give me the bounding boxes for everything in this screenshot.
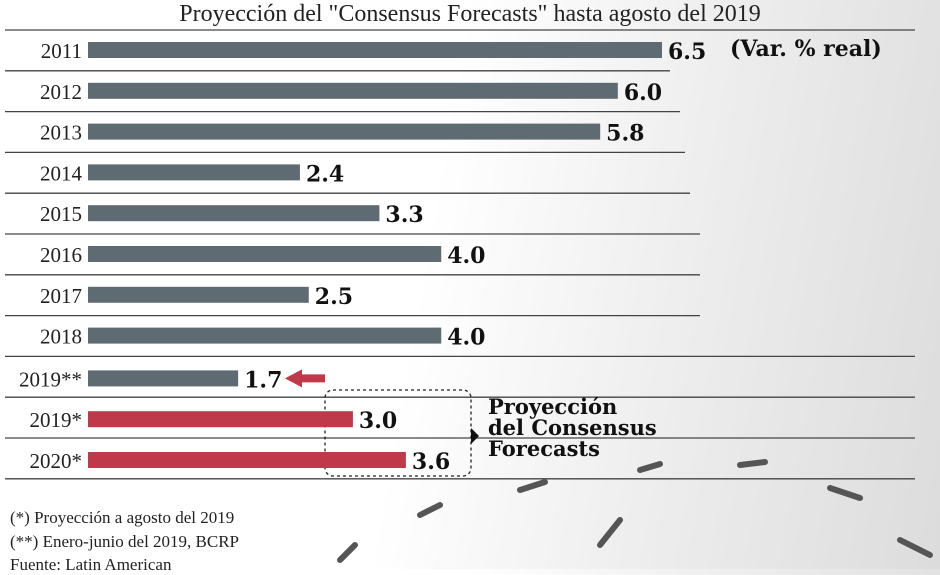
projection-annotation: Proyección del Consensus Forecasts — [488, 394, 657, 461]
background-dash — [597, 517, 623, 548]
category-label: 2011 — [41, 39, 82, 63]
note-projection: (*) Proyección a agosto del 2019 — [10, 508, 235, 527]
value-label: 5.8 — [606, 121, 644, 147]
value-label: 4.0 — [447, 243, 485, 269]
category-label: 2013 — [40, 121, 82, 145]
value-label: 3.0 — [359, 408, 397, 434]
background-dash — [637, 461, 663, 473]
category-label: 2019* — [30, 408, 83, 432]
chart-title: Proyección del "Consensus Forecasts" has… — [179, 1, 761, 27]
value-label: 6.0 — [624, 80, 662, 106]
value-label: 3.3 — [385, 202, 423, 228]
background-dash — [517, 479, 548, 493]
note-bcrp: (**) Enero-junio del 2019, BCRP — [10, 532, 240, 551]
value-label: 3.6 — [412, 449, 450, 475]
category-label: 2012 — [40, 80, 82, 104]
bar — [88, 452, 406, 468]
category-label: 2014 — [40, 161, 83, 185]
category-label: 2020* — [30, 449, 83, 473]
category-label: 2017 — [40, 284, 82, 308]
value-label: 6.5 — [668, 39, 706, 65]
background-dash — [337, 542, 358, 563]
pointer-triangle — [471, 428, 479, 444]
bar — [88, 82, 618, 99]
bar — [88, 123, 601, 140]
bar — [88, 370, 239, 387]
bar — [88, 327, 442, 344]
category-label: 2015 — [40, 202, 82, 226]
bar — [88, 205, 380, 222]
note-source: Fuente: Latin American — [10, 555, 172, 574]
value-label: 2.5 — [315, 284, 353, 310]
bar — [88, 411, 353, 428]
bar — [88, 164, 300, 181]
bar — [88, 42, 662, 58]
value-label: 1.7 — [244, 367, 282, 393]
background-dash — [737, 459, 768, 468]
arrow-icon — [285, 369, 325, 388]
category-label: 2019** — [19, 367, 82, 391]
category-label: 2016 — [40, 243, 82, 267]
value-label: 2.4 — [306, 161, 344, 187]
category-label: 2018 — [40, 325, 82, 349]
background-dash — [827, 485, 863, 501]
background-dash — [897, 537, 933, 558]
bar — [88, 246, 442, 262]
background-dash — [417, 502, 443, 518]
bar — [88, 286, 309, 303]
value-label: 4.0 — [447, 325, 485, 351]
unit-label: (Var. % real) — [730, 36, 882, 62]
projection-box — [324, 389, 472, 477]
